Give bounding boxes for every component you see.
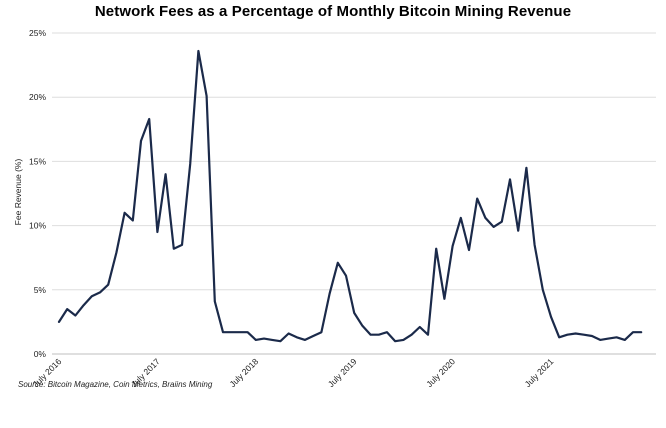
- y-axis-ticks: 0% 5% 10% 15% 20% 25%: [29, 28, 46, 359]
- x-tick-label: July 2020: [424, 356, 457, 389]
- y-tick-label: 10%: [29, 221, 46, 231]
- y-tick-label: 0%: [34, 349, 47, 359]
- fee-revenue-line: [57, 49, 643, 343]
- y-tick-label: 15%: [29, 156, 46, 166]
- x-tick-label: July 2019: [326, 356, 359, 389]
- chart-title: Network Fees as a Percentage of Monthly …: [94, 3, 572, 20]
- source-note: Source: Bitcoin Magazine, Coin Metrics, …: [18, 380, 213, 389]
- y-tick-label: 5%: [34, 285, 47, 295]
- y-axis-label: Fee Revenue (%): [13, 159, 23, 226]
- series-layer: [57, 49, 643, 343]
- x-tick-label: July 2021: [523, 356, 556, 389]
- y-tick-label: 25%: [29, 28, 46, 38]
- x-tick-label: July 2018: [227, 356, 260, 389]
- gridlines: [52, 32, 656, 291]
- y-tick-label: 20%: [29, 92, 46, 102]
